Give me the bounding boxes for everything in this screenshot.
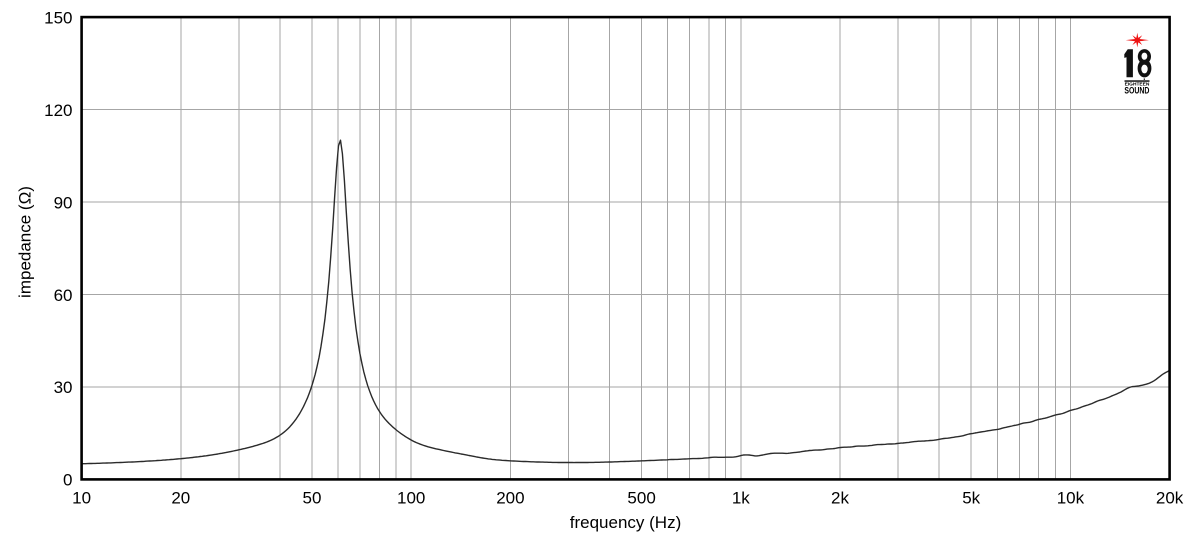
svg-text:1k: 1k [732, 488, 750, 507]
svg-text:5k: 5k [962, 488, 980, 507]
svg-text:0: 0 [63, 471, 72, 490]
svg-text:2k: 2k [831, 488, 849, 507]
svg-text:impedance (Ω): impedance (Ω) [16, 186, 35, 298]
svg-text:20: 20 [171, 488, 190, 507]
svg-text:EIGHTEEN: EIGHTEEN [1125, 82, 1150, 87]
svg-text:20k: 20k [1156, 488, 1184, 507]
svg-text:10: 10 [72, 488, 91, 507]
svg-text:90: 90 [54, 193, 73, 212]
svg-text:60: 60 [54, 286, 73, 305]
svg-text:frequency (Hz): frequency (Hz) [570, 513, 681, 532]
svg-text:30: 30 [54, 378, 73, 397]
svg-text:150: 150 [44, 8, 72, 27]
svg-text:500: 500 [627, 488, 655, 507]
svg-text:50: 50 [303, 488, 322, 507]
svg-text:120: 120 [44, 101, 72, 120]
svg-text:10k: 10k [1057, 488, 1085, 507]
svg-text:100: 100 [397, 488, 425, 507]
svg-text:SOUND: SOUND [1124, 85, 1149, 95]
svg-text:200: 200 [496, 488, 524, 507]
